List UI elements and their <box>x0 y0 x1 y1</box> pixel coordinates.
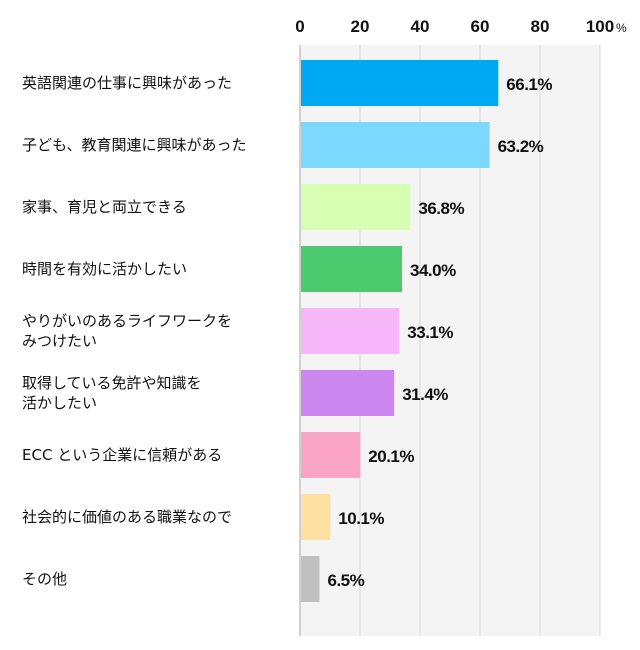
category-label: 子ども、教育関連に興味があった <box>22 136 247 154</box>
bar <box>301 60 499 106</box>
value-label: 20.1% <box>368 447 414 466</box>
category-label: 英語関連の仕事に興味があった <box>22 74 232 92</box>
value-label: 34.0% <box>410 261 456 280</box>
x-axis-unit: % <box>616 21 627 35</box>
x-tick-label: 0 <box>295 17 304 36</box>
value-label: 31.4% <box>402 385 448 404</box>
bar <box>301 246 402 292</box>
bar <box>301 556 320 602</box>
x-tick-label: 100 <box>586 17 614 36</box>
x-tick-label: 80 <box>531 17 550 36</box>
category-labels: 英語関連の仕事に興味があった子ども、教育関連に興味があった家事、育児と両立できる… <box>22 74 247 588</box>
value-label: 66.1% <box>506 75 552 94</box>
category-label: 取得している免許や知識を活かしたい <box>22 374 202 412</box>
value-label: 10.1% <box>338 509 384 528</box>
bar <box>301 432 361 478</box>
value-label: 33.1% <box>407 323 453 342</box>
category-label: その他 <box>22 570 67 588</box>
category-label: 時間を有効に活かしたい <box>22 260 187 278</box>
x-axis-ticks: 0 20 40 60 80 100 <box>295 17 614 36</box>
bar <box>301 494 331 540</box>
bar <box>301 184 411 230</box>
bar <box>301 122 490 168</box>
x-tick-label: 40 <box>411 17 430 36</box>
value-label: 36.8% <box>418 199 464 218</box>
value-label: 63.2% <box>498 137 544 156</box>
bar <box>301 308 400 354</box>
category-label: 家事、育児と両立できる <box>22 198 187 216</box>
category-label: やりがいのあるライフワークをみつけたい <box>22 312 232 350</box>
value-label: 6.5% <box>328 571 365 590</box>
x-tick-label: 60 <box>471 17 490 36</box>
bar <box>301 370 395 416</box>
category-label: 社会的に価値のある職業なので <box>22 508 232 526</box>
category-label: ECC という企業に信頼がある <box>22 446 222 464</box>
value-labels: 66.1% 63.2% 36.8% 34.0% 33.1% 31.4% 20.1% 10.1%… <box>328 75 553 590</box>
x-tick-label: 20 <box>351 17 370 36</box>
bars <box>301 60 499 602</box>
